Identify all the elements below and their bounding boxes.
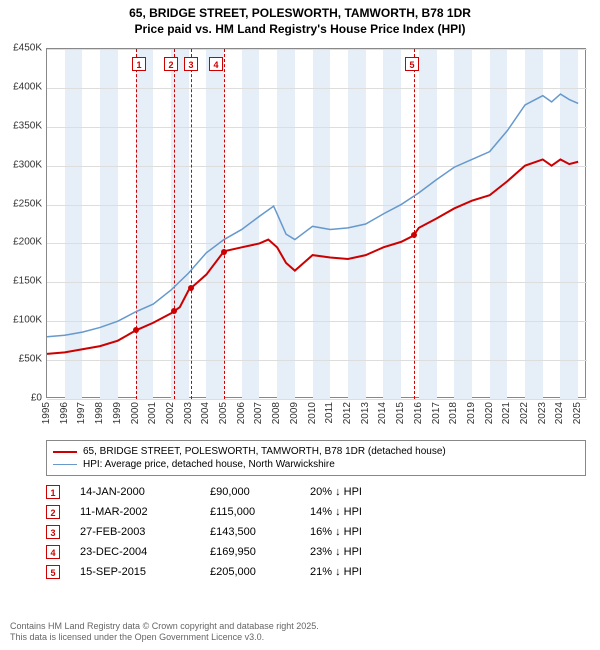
y-tick-label: £250K	[13, 198, 42, 209]
gridline-h	[47, 399, 587, 400]
x-tick-label: 2017	[431, 402, 442, 424]
x-tick-label: 2011	[324, 402, 335, 424]
x-tick-label: 2001	[147, 402, 158, 424]
x-tick-label: 2018	[448, 402, 459, 424]
marker-dot	[221, 249, 227, 255]
x-tick-label: 2005	[218, 402, 229, 424]
transaction-date: 14-JAN-2000	[80, 486, 190, 498]
y-tick-label: £150K	[13, 276, 42, 287]
y-tick-label: £200K	[13, 237, 42, 248]
x-tick-label: 2000	[130, 402, 141, 424]
legend: 65, BRIDGE STREET, POLESWORTH, TAMWORTH,…	[46, 440, 586, 476]
marker-dot	[171, 308, 177, 314]
series-hpi	[47, 94, 578, 337]
legend-row: HPI: Average price, detached house, Nort…	[53, 458, 579, 471]
transaction-diff: 20% ↓ HPI	[310, 486, 410, 498]
transaction-diff: 16% ↓ HPI	[310, 526, 410, 538]
legend-row: 65, BRIDGE STREET, POLESWORTH, TAMWORTH,…	[53, 445, 579, 458]
transaction-diff: 21% ↓ HPI	[310, 566, 410, 578]
x-tick-label: 2019	[466, 402, 477, 424]
x-tick-label: 2003	[183, 402, 194, 424]
x-tick-label: 2004	[200, 402, 211, 424]
chart-area: 12345 £0£50K£100K£150K£200K£250K£300K£35…	[46, 48, 586, 398]
x-tick-label: 2014	[377, 402, 388, 424]
legend-label: HPI: Average price, detached house, Nort…	[83, 459, 335, 470]
transaction-marker: 3	[46, 525, 60, 539]
transaction-price: £115,000	[210, 506, 290, 518]
x-tick-label: 2009	[289, 402, 300, 424]
x-tick-label: 1998	[94, 402, 105, 424]
transaction-marker: 1	[46, 485, 60, 499]
transaction-row: 1 14-JAN-2000 £90,000 20% ↓ HPI	[46, 482, 586, 502]
transaction-marker: 2	[46, 505, 60, 519]
x-tick-label: 2012	[342, 402, 353, 424]
transaction-row: 5 15-SEP-2015 £205,000 21% ↓ HPI	[46, 562, 586, 582]
x-tick-label: 2008	[271, 402, 282, 424]
y-tick-label: £400K	[13, 81, 42, 92]
x-tick-label: 2002	[165, 402, 176, 424]
x-tick-label: 2021	[501, 402, 512, 424]
title-line-1: 65, BRIDGE STREET, POLESWORTH, TAMWORTH,…	[0, 6, 600, 22]
x-tick-label: 2025	[572, 402, 583, 424]
footer-line-2: This data is licensed under the Open Gov…	[10, 632, 319, 644]
y-tick-label: £450K	[13, 43, 42, 54]
transaction-price: £169,950	[210, 546, 290, 558]
transaction-marker: 4	[46, 545, 60, 559]
chart-title: 65, BRIDGE STREET, POLESWORTH, TAMWORTH,…	[0, 0, 600, 39]
y-tick-label: £300K	[13, 159, 42, 170]
line-chart-svg	[47, 49, 587, 399]
x-tick-label: 1997	[76, 402, 87, 424]
transaction-date: 15-SEP-2015	[80, 566, 190, 578]
marker-dot	[133, 327, 139, 333]
footer-attribution: Contains HM Land Registry data © Crown c…	[10, 621, 319, 644]
y-tick-label: £350K	[13, 120, 42, 131]
y-tick-label: £50K	[19, 354, 42, 365]
x-tick-label: 2015	[395, 402, 406, 424]
transaction-date: 11-MAR-2002	[80, 506, 190, 518]
x-tick-label: 1995	[41, 402, 52, 424]
legend-label: 65, BRIDGE STREET, POLESWORTH, TAMWORTH,…	[83, 446, 446, 457]
transaction-row: 3 27-FEB-2003 £143,500 16% ↓ HPI	[46, 522, 586, 542]
plot-region: 12345	[46, 48, 586, 398]
transaction-price: £205,000	[210, 566, 290, 578]
transactions-table: 1 14-JAN-2000 £90,000 20% ↓ HPI 2 11-MAR-2002…	[46, 482, 586, 582]
transaction-date: 23-DEC-2004	[80, 546, 190, 558]
x-tick-label: 2020	[484, 402, 495, 424]
legend-swatch	[53, 451, 77, 453]
x-tick-label: 2010	[307, 402, 318, 424]
x-tick-label: 2022	[519, 402, 530, 424]
transaction-marker: 5	[46, 565, 60, 579]
transaction-date: 27-FEB-2003	[80, 526, 190, 538]
series-property	[47, 159, 578, 353]
transaction-diff: 14% ↓ HPI	[310, 506, 410, 518]
x-tick-label: 2013	[360, 402, 371, 424]
x-tick-label: 2016	[413, 402, 424, 424]
transaction-price: £90,000	[210, 486, 290, 498]
marker-dot	[411, 232, 417, 238]
x-tick-label: 1996	[59, 402, 70, 424]
footer-line-1: Contains HM Land Registry data © Crown c…	[10, 621, 319, 633]
x-tick-label: 2023	[537, 402, 548, 424]
x-tick-label: 1999	[112, 402, 123, 424]
transaction-price: £143,500	[210, 526, 290, 538]
marker-dot	[188, 285, 194, 291]
transaction-row: 4 23-DEC-2004 £169,950 23% ↓ HPI	[46, 542, 586, 562]
x-tick-label: 2007	[253, 402, 264, 424]
transaction-diff: 23% ↓ HPI	[310, 546, 410, 558]
y-tick-label: £100K	[13, 315, 42, 326]
x-tick-label: 2024	[554, 402, 565, 424]
legend-swatch	[53, 464, 77, 466]
title-line-2: Price paid vs. HM Land Registry's House …	[0, 22, 600, 38]
x-tick-label: 2006	[236, 402, 247, 424]
transaction-row: 2 11-MAR-2002 £115,000 14% ↓ HPI	[46, 502, 586, 522]
